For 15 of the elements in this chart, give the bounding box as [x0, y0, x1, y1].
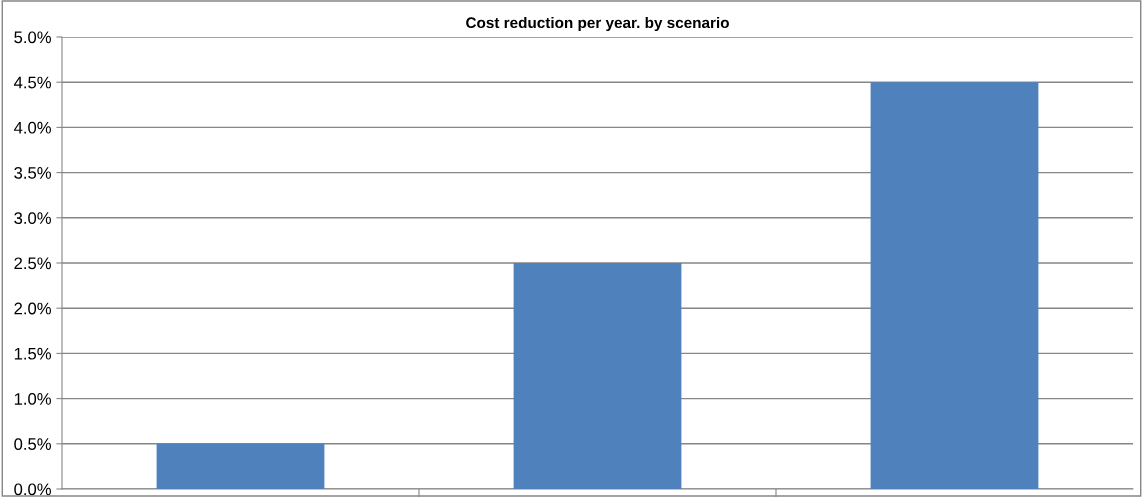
y-tick-label: 3.5%	[14, 167, 51, 179]
y-tick-label: 2.0%	[14, 302, 51, 315]
y-tick-label: 3.0%	[14, 212, 51, 224]
y-tick-label: 4.5%	[13, 76, 51, 89]
bar	[156, 443, 325, 489]
y-tick-label: 5.0%	[14, 31, 51, 44]
y-tick-label: 1.0%	[14, 393, 51, 405]
bar	[870, 82, 1039, 489]
y-tick-label: 1.5%	[14, 347, 51, 360]
chart-title: Cost reduction per year. by scenario	[466, 16, 729, 32]
y-tick-label: 2.5%	[14, 257, 51, 270]
y-tick-label: 0.0%	[14, 483, 51, 496]
y-tick-label: 4.0%	[13, 121, 51, 134]
y-tick-label: 0.5%	[14, 438, 51, 450]
bar	[513, 263, 682, 489]
